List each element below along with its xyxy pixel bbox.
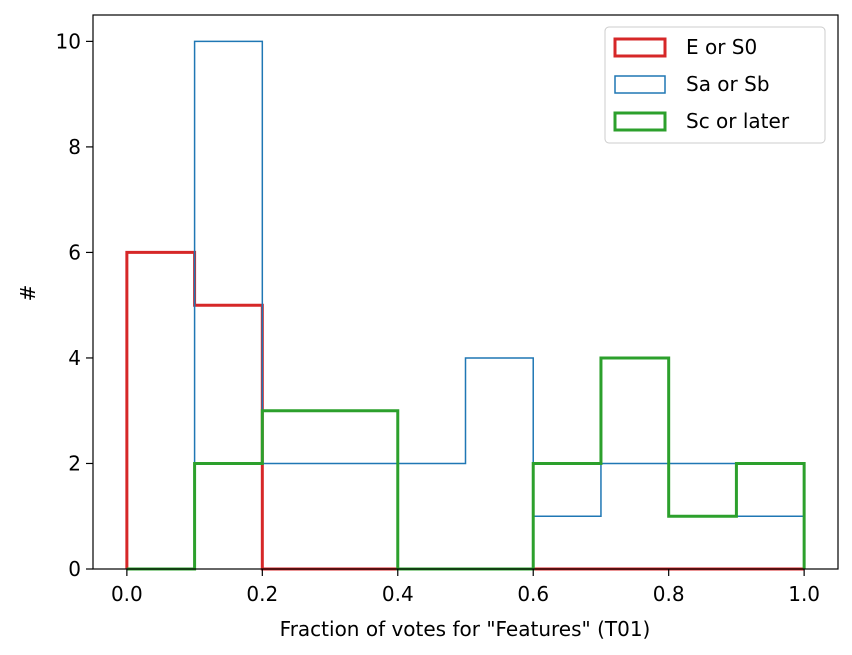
histogram-bin	[262, 411, 330, 569]
legend-label: Sc or later	[686, 109, 790, 133]
histogram-bin	[127, 252, 195, 569]
y-axis-label: #	[16, 285, 40, 302]
x-tick-label: 0.2	[246, 582, 278, 606]
histogram-bin	[330, 411, 398, 569]
legend: E or S0 Sa or Sb Sc or later	[604, 26, 826, 144]
y-tick-label: 2	[68, 451, 81, 475]
x-tick-label: 0.4	[382, 582, 414, 606]
legend-label: Sa or Sb	[686, 72, 770, 96]
histogram-bin	[736, 516, 804, 569]
y-tick-label: 0	[68, 557, 81, 581]
y-tick-label: 6	[68, 240, 81, 264]
x-axis: 0.0 0.2 0.4 0.6 0.8 1.0	[111, 569, 820, 606]
histogram-bin	[398, 463, 466, 569]
histogram-bin	[195, 305, 263, 569]
histogram-bin	[262, 463, 330, 569]
x-tick-label: 0.0	[111, 582, 143, 606]
y-tick-label: 8	[68, 135, 81, 159]
histogram-bin	[533, 516, 601, 569]
y-tick-label: 10	[56, 29, 81, 53]
legend-swatch	[613, 37, 667, 58]
x-axis-label: Fraction of votes for "Features" (T01)	[280, 617, 651, 641]
y-axis: 0 2 4 6 8 10	[56, 29, 93, 581]
histogram-bin	[466, 358, 534, 569]
x-tick-label: 1.0	[788, 582, 820, 606]
x-tick-label: 0.6	[517, 582, 549, 606]
legend-swatch	[614, 75, 666, 94]
y-tick-label: 4	[68, 346, 81, 370]
histogram-bin	[601, 463, 669, 569]
x-tick-label: 0.8	[653, 582, 685, 606]
axes-frame	[92, 14, 839, 570]
legend-label: E or S0	[686, 35, 757, 59]
histogram-bin	[669, 516, 737, 569]
histogram-bin	[195, 463, 263, 569]
histogram-bin	[330, 463, 398, 569]
legend-swatch	[613, 111, 667, 132]
